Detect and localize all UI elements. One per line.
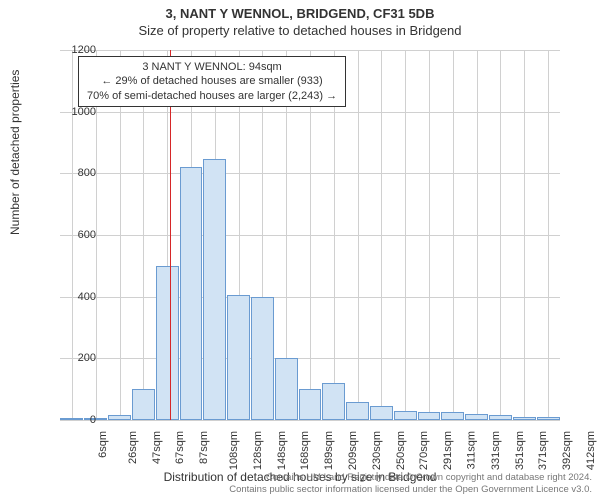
x-tick-label: 128sqm xyxy=(252,431,264,470)
bar xyxy=(275,358,298,420)
footer-line-1: Contains HM Land Registry data © Crown c… xyxy=(229,472,592,484)
y-tick-label: 800 xyxy=(56,167,96,179)
info-box: 3 NANT Y WENNOL: 94sqm← 29% of detached … xyxy=(78,56,346,107)
y-tick-label: 200 xyxy=(56,352,96,364)
bar xyxy=(108,415,131,420)
y-tick-label: 1200 xyxy=(56,44,96,56)
bar xyxy=(227,295,250,420)
y-tick-label: 600 xyxy=(56,229,96,241)
bar xyxy=(346,402,369,421)
x-tick-label: 108sqm xyxy=(228,431,240,470)
x-tick-label: 67sqm xyxy=(174,431,186,464)
chart-title-block: 3, NANT Y WENNOL, BRIDGEND, CF31 5DB Siz… xyxy=(0,0,600,38)
x-tick-label: 250sqm xyxy=(395,431,407,470)
bar xyxy=(418,412,441,420)
grid-line-v xyxy=(477,50,478,420)
info-box-line: ← 29% of detached houses are smaller (93… xyxy=(87,74,337,88)
x-tick-label: 168sqm xyxy=(300,431,312,470)
bar xyxy=(322,383,345,420)
x-tick-label: 331sqm xyxy=(490,431,502,470)
footer-line-2: Contains public sector information licen… xyxy=(229,484,592,496)
bar xyxy=(513,417,536,420)
grid-line-v xyxy=(453,50,454,420)
x-tick-label: 311sqm xyxy=(465,431,477,469)
info-box-line: 70% of semi-detached houses are larger (… xyxy=(87,89,337,103)
y-tick-label: 400 xyxy=(56,291,96,303)
bar xyxy=(156,266,179,420)
x-tick-label: 209sqm xyxy=(347,431,359,470)
bar xyxy=(203,159,226,420)
bar xyxy=(132,389,155,420)
x-tick-label: 412sqm xyxy=(585,431,597,470)
info-box-line: 3 NANT Y WENNOL: 94sqm xyxy=(87,60,337,74)
x-tick-label: 230sqm xyxy=(371,431,383,470)
y-tick-label: 0 xyxy=(56,414,96,426)
page-title: 3, NANT Y WENNOL, BRIDGEND, CF31 5DB xyxy=(0,6,600,21)
grid-line-v xyxy=(358,50,359,420)
x-tick-label: 6sqm xyxy=(97,431,109,458)
y-tick-label: 1000 xyxy=(56,106,96,118)
x-tick-label: 291sqm xyxy=(442,431,454,470)
x-tick-label: 392sqm xyxy=(561,431,573,470)
grid-line-v xyxy=(524,50,525,420)
grid-line-v xyxy=(405,50,406,420)
bar xyxy=(537,417,560,420)
bar xyxy=(180,167,203,420)
grid-line-v xyxy=(429,50,430,420)
x-tick-label: 87sqm xyxy=(198,431,210,464)
grid-line-h xyxy=(60,420,560,421)
x-tick-label: 270sqm xyxy=(419,431,431,470)
bar xyxy=(441,412,464,420)
x-tick-label: 351sqm xyxy=(514,431,526,470)
grid-line-v xyxy=(381,50,382,420)
x-tick-label: 189sqm xyxy=(323,431,335,470)
bar xyxy=(251,297,274,420)
grid-line-v xyxy=(500,50,501,420)
bar xyxy=(489,415,512,420)
footer-attribution: Contains HM Land Registry data © Crown c… xyxy=(229,472,592,496)
y-axis-label: Number of detached properties xyxy=(8,70,22,235)
bar xyxy=(394,411,417,420)
chart-subtitle: Size of property relative to detached ho… xyxy=(0,23,600,38)
x-tick-label: 371sqm xyxy=(538,431,550,470)
x-tick-label: 47sqm xyxy=(151,431,163,464)
bar xyxy=(370,406,393,420)
bar xyxy=(465,414,488,420)
bar xyxy=(299,389,322,420)
grid-line-v xyxy=(548,50,549,420)
x-tick-label: 148sqm xyxy=(276,431,288,470)
x-tick-label: 26sqm xyxy=(127,431,139,464)
